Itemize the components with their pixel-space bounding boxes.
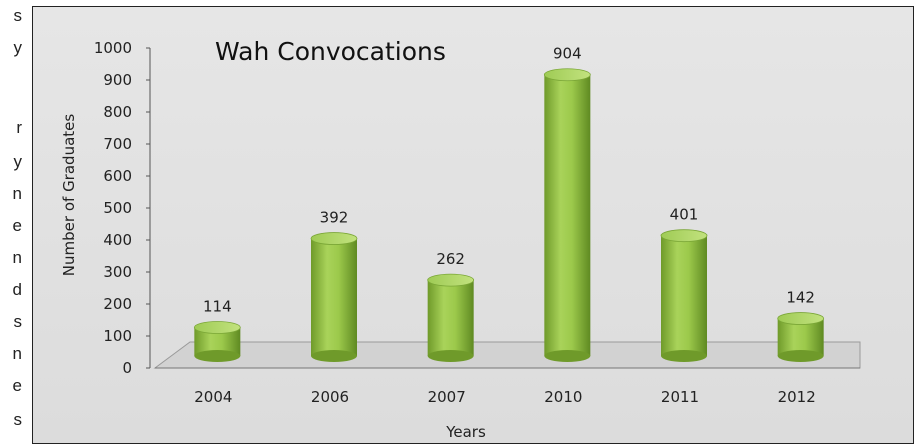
bar	[543, 68, 591, 362]
bar-top	[427, 273, 475, 287]
y-tick-label: 800	[103, 103, 132, 121]
bar-body	[427, 280, 474, 356]
bar-body	[311, 238, 357, 356]
y-tick-label: 300	[103, 263, 132, 281]
y-tick-label: 400	[103, 231, 132, 249]
data-label: 114	[203, 298, 232, 316]
side-text-char: y	[13, 152, 23, 171]
data-label: 262	[436, 250, 465, 268]
side-text-char: e	[12, 216, 22, 235]
side-text-char: s	[13, 410, 23, 429]
x-tick-label: 2007	[428, 388, 466, 406]
data-label: 142	[786, 289, 815, 307]
side-text-char: n	[12, 184, 22, 203]
data-label: 401	[670, 206, 699, 224]
x-tick-label: 2004	[194, 388, 232, 406]
bar-top	[660, 229, 708, 243]
bar	[427, 273, 475, 362]
side-text-char: d	[12, 280, 22, 299]
bar-top	[543, 68, 591, 82]
bar-base	[661, 350, 707, 362]
bar-base	[194, 350, 241, 362]
x-tick-label: 2006	[311, 388, 349, 406]
bar-top	[777, 312, 825, 325]
data-label: 904	[553, 45, 582, 63]
y-tick-label: 600	[103, 167, 132, 185]
x-axis-title: Years	[445, 423, 486, 441]
bar-body	[661, 235, 707, 356]
data-label: 392	[320, 209, 349, 227]
side-text-char: n	[12, 248, 22, 267]
bar-body	[544, 74, 591, 356]
bar	[660, 229, 708, 362]
side-text-char: e	[12, 376, 22, 395]
y-tick-label: 0	[122, 359, 132, 377]
y-tick-label: 900	[103, 71, 132, 89]
bar-base	[427, 350, 474, 362]
y-tick-label: 1000	[94, 39, 132, 57]
x-tick-label: 2011	[661, 388, 699, 406]
bar-top	[193, 321, 241, 334]
side-text-char: s	[13, 312, 23, 331]
side-text-char: y	[13, 38, 23, 57]
bar	[193, 321, 241, 362]
x-axis-ticks: 2004 2006 2007 2010 2011 2012	[194, 388, 816, 406]
bar-base	[311, 350, 357, 362]
x-tick-label: 2012	[778, 388, 816, 406]
y-axis-ticks: 0 100 200 300 400 500 600 700 800 900 1000	[94, 39, 150, 377]
floor-plane	[153, 341, 861, 369]
side-text-char: s	[13, 6, 23, 25]
bar-base	[777, 350, 824, 362]
side-text-char: r	[16, 118, 22, 137]
bar-base	[544, 350, 591, 362]
bar	[777, 312, 825, 362]
y-tick-label: 100	[103, 327, 132, 345]
y-tick-label: 700	[103, 135, 132, 153]
y-tick-label: 500	[103, 199, 132, 217]
bars: 114 392 262 904 401 142	[193, 45, 825, 362]
chart-floor	[149, 48, 861, 369]
y-axis-title: Number of Graduates	[60, 114, 78, 277]
bar	[310, 232, 358, 362]
x-tick-label: 2010	[544, 388, 582, 406]
side-text-char: n	[12, 344, 22, 363]
y-tick-label: 200	[103, 295, 132, 313]
bar-top	[310, 232, 358, 245]
chart-frame	[32, 6, 914, 444]
chart-title: Wah Convocations	[215, 37, 446, 66]
